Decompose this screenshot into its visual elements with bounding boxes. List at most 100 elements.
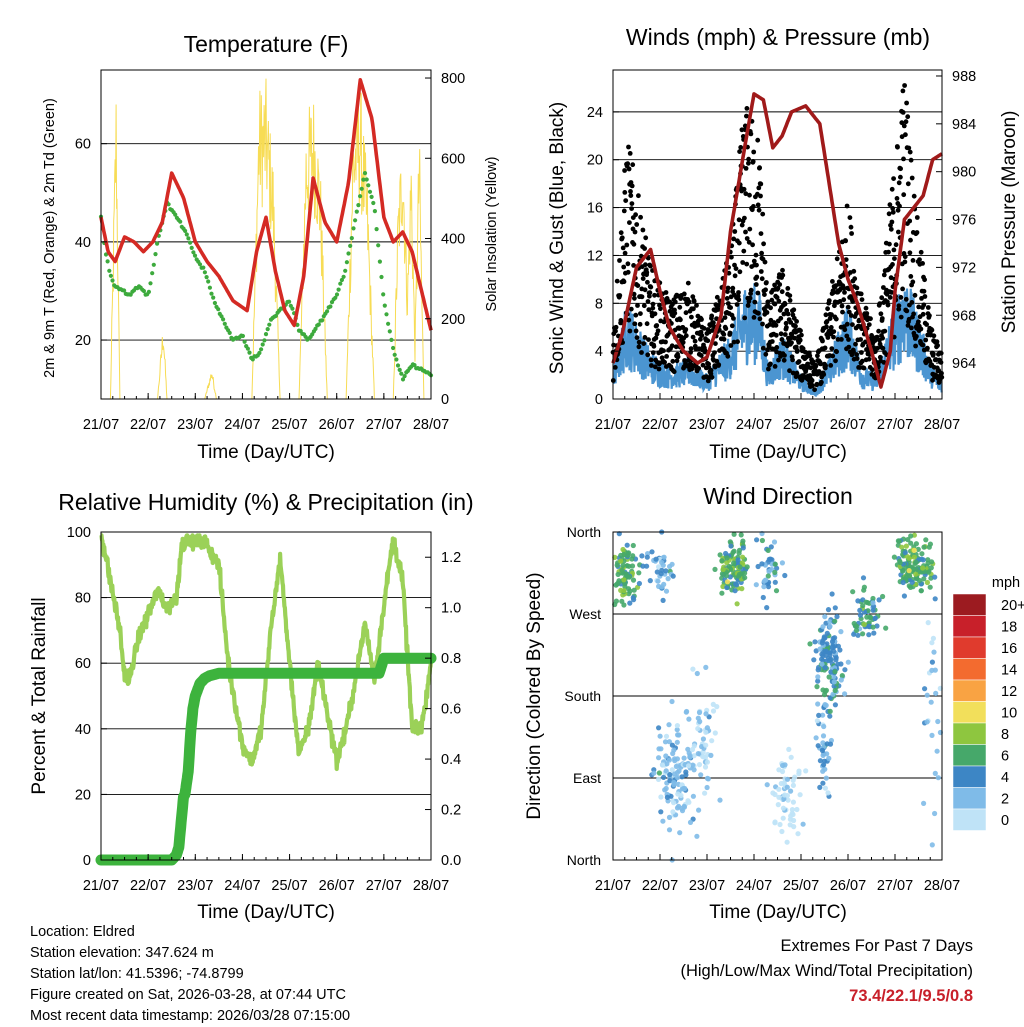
direction-point [699, 744, 705, 750]
gust-point [896, 180, 902, 186]
temperature-x-tick-label: 21/07 [83, 417, 119, 433]
direction-point [817, 646, 823, 652]
dewpoint-point [153, 252, 158, 257]
direction-x-tick-label: 25/07 [783, 878, 819, 894]
gust-point [902, 259, 908, 265]
gust-point [745, 303, 751, 308]
gust-point [698, 353, 704, 358]
dewpoint-point [155, 241, 160, 246]
winds-y2-ticks: 964 968 972 976 980 984 988 [936, 69, 976, 372]
dewpoint-point [351, 226, 356, 231]
direction-point [663, 768, 669, 774]
direction-point [815, 701, 821, 707]
humidity-y2-tick-label: 0.0 [441, 853, 461, 869]
direction-point [906, 568, 912, 574]
gust-point [634, 335, 640, 340]
gust-point [617, 293, 623, 298]
dewpoint-point [397, 367, 402, 372]
gust-point [799, 332, 804, 338]
gust-point [731, 316, 736, 321]
gust-point [725, 285, 731, 291]
direction-point [762, 577, 769, 583]
dewpoint-point [358, 194, 363, 199]
direction-point [704, 759, 711, 765]
temperature-y2-tick-label: 800 [441, 71, 465, 87]
dewpoint-point [362, 171, 368, 176]
gust-point [897, 203, 902, 209]
gust-point [638, 214, 643, 220]
direction-point [914, 576, 920, 582]
direction-point [708, 752, 714, 759]
gust-point [849, 231, 854, 236]
dewpoint-point [387, 329, 392, 334]
gust-point [773, 322, 779, 328]
direction-point [691, 753, 697, 759]
gust-point [888, 226, 894, 232]
gust-point [708, 367, 714, 373]
gust-point [760, 211, 766, 217]
extremes-values: 73.4/22.1/9.5/0.8 [849, 987, 973, 1005]
direction-point [850, 589, 856, 595]
gust-point [629, 206, 634, 212]
direction-x-tick-label: 27/07 [877, 878, 913, 894]
gust-point [685, 280, 691, 286]
dewpoint-point [343, 268, 348, 273]
gust-point [776, 357, 781, 363]
humidity-y-tick-label: 0 [83, 853, 91, 869]
direction-point [832, 669, 838, 675]
gust-point [632, 321, 638, 327]
gust-point [880, 335, 885, 341]
direction-point [636, 570, 642, 576]
gust-point [758, 231, 764, 237]
gust-point [729, 323, 735, 329]
humidity-y-label: Percent & Total Rainfall [29, 597, 50, 794]
gust-point [663, 339, 668, 345]
gust-point [880, 345, 886, 351]
dewpoint-point [361, 177, 366, 182]
gust-point [741, 248, 747, 254]
direction-point [781, 780, 787, 787]
direction-point [813, 735, 819, 741]
gust-point [636, 193, 641, 199]
winds-x-tick-label: 21/07 [595, 417, 631, 433]
gust-point [672, 299, 678, 305]
temperature-y2-ticks: 0 200 400 600 800 [425, 71, 465, 408]
direction-point [656, 564, 662, 570]
gust-point [630, 162, 636, 168]
direction-point [928, 699, 934, 705]
gust-point [918, 326, 924, 332]
legend-swatch [952, 658, 987, 681]
direction-point [738, 532, 744, 538]
gust-point [762, 292, 767, 297]
gust-point [938, 350, 944, 356]
gust-point [755, 137, 761, 143]
direction-point [796, 768, 802, 774]
gust-point [688, 346, 694, 351]
winds-x-tick-label: 25/07 [783, 417, 819, 433]
direction-point [737, 564, 743, 570]
gust-point [618, 230, 624, 236]
humidity-x-tick-label: 23/07 [177, 878, 213, 894]
direction-point [872, 615, 878, 621]
dewpoint-point [197, 262, 203, 267]
direction-point [660, 597, 666, 604]
gust-point [914, 230, 920, 235]
direction-point [624, 542, 630, 548]
gust-point [621, 264, 627, 270]
gust-point [708, 371, 714, 377]
direction-point [724, 584, 730, 591]
direction-point [776, 767, 782, 773]
humidity-x-tick-label: 22/07 [130, 878, 166, 894]
direction-point [883, 625, 889, 631]
direction-y-tick-label: East [573, 770, 601, 786]
direction-point [659, 584, 665, 590]
direction-y-tick-label: South [564, 688, 601, 704]
gust-point [733, 266, 739, 271]
dewpoint-point [316, 322, 321, 327]
direction-point [675, 774, 681, 781]
gust-point [790, 357, 795, 363]
direction-point [773, 588, 780, 594]
gust-point [847, 215, 853, 221]
gust-point [782, 353, 787, 358]
gust-point [725, 289, 730, 294]
